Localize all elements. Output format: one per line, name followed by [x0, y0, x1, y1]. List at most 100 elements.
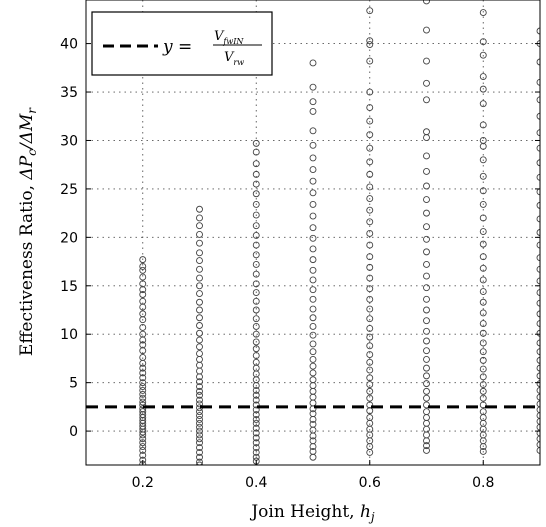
y-tick-label: 15 [60, 279, 78, 295]
data-point [479, 240, 487, 248]
data-point [196, 298, 203, 306]
data-point [423, 248, 430, 256]
data-point [423, 337, 430, 345]
data-point [309, 305, 317, 313]
data-point [536, 173, 540, 181]
data-point [423, 96, 430, 104]
data-point [196, 343, 203, 351]
data-point [309, 127, 317, 135]
data-point [139, 286, 147, 294]
data-point [139, 374, 147, 382]
data-point [309, 432, 317, 440]
data-point [423, 347, 430, 355]
data-point [309, 399, 317, 407]
data-point [309, 107, 317, 115]
legend-fraction-denominator: Vrw [224, 50, 244, 67]
data-point [252, 200, 260, 208]
data-point [479, 142, 487, 150]
data-point [196, 205, 203, 213]
data-point [139, 439, 147, 447]
data-point [196, 423, 203, 431]
data-point [536, 339, 540, 347]
data-point [252, 439, 260, 447]
data-point [139, 266, 147, 274]
grid [86, 0, 540, 465]
data-point [252, 280, 260, 288]
data-point [479, 264, 487, 272]
data-point [139, 386, 147, 394]
data-point [309, 314, 317, 322]
data-point [479, 387, 487, 395]
data-point [536, 429, 540, 437]
data-point [252, 396, 260, 404]
y-tick-label: 30 [60, 133, 78, 149]
data-point [423, 306, 430, 314]
data-point [536, 435, 540, 443]
data-point [252, 297, 260, 305]
axis-ticks: 0 5 10 15 20 25 30 35 40 0.2 0.4 0.6 0.8 [60, 37, 540, 491]
data-point [366, 414, 374, 421]
data-point [479, 200, 487, 208]
data-point [479, 288, 487, 296]
data-point [309, 355, 317, 363]
data-point [196, 373, 203, 381]
data-point [479, 419, 487, 427]
data-point [536, 406, 540, 414]
data-point [536, 400, 540, 408]
data-point [252, 289, 260, 297]
data-point [536, 96, 540, 104]
data-point [536, 112, 540, 120]
x-tick-label: 0.6 [359, 475, 381, 491]
data-point [536, 441, 540, 449]
data-point [423, 355, 430, 363]
data-point [423, 419, 430, 427]
data-point [479, 381, 487, 389]
data-point [366, 183, 374, 191]
data-point [309, 369, 317, 377]
data-point [252, 352, 260, 359]
data-point [536, 215, 540, 223]
data-point [309, 376, 317, 384]
data-point [479, 214, 487, 222]
data-point [536, 129, 540, 137]
data-point [309, 348, 317, 356]
data-point [139, 336, 147, 344]
data-point [196, 274, 203, 282]
data-point [139, 435, 147, 443]
data-point [309, 405, 317, 413]
data-point [423, 431, 430, 439]
data-point [139, 451, 147, 459]
data-point [366, 305, 374, 313]
data-point [423, 284, 430, 292]
data-point [196, 336, 203, 344]
data-point [139, 256, 147, 264]
data-point [366, 374, 374, 382]
data-point [423, 442, 430, 450]
data-point [536, 254, 540, 262]
data-point [139, 443, 147, 451]
data-point [196, 383, 203, 390]
data-point [366, 315, 374, 323]
y-tick-label: 0 [69, 424, 78, 440]
data-point [252, 306, 260, 314]
data-point [139, 316, 147, 324]
data-point [366, 295, 374, 303]
y-tick-label: 40 [60, 37, 78, 53]
data-point [479, 187, 487, 195]
data-point [536, 241, 540, 249]
data-point [479, 38, 487, 46]
data-point [423, 196, 430, 204]
y-tick-label: 5 [69, 376, 78, 392]
data-point [423, 295, 430, 303]
data-point [309, 331, 317, 339]
data-point [479, 100, 487, 108]
data-point [309, 224, 317, 232]
data-point [196, 461, 203, 465]
data-point [252, 391, 260, 399]
data-point [423, 235, 430, 243]
data-point [479, 121, 487, 129]
data-point [252, 444, 260, 452]
data-point [309, 177, 317, 185]
data-point [309, 426, 317, 434]
x-axis-label: Join Height, hj [249, 502, 375, 524]
